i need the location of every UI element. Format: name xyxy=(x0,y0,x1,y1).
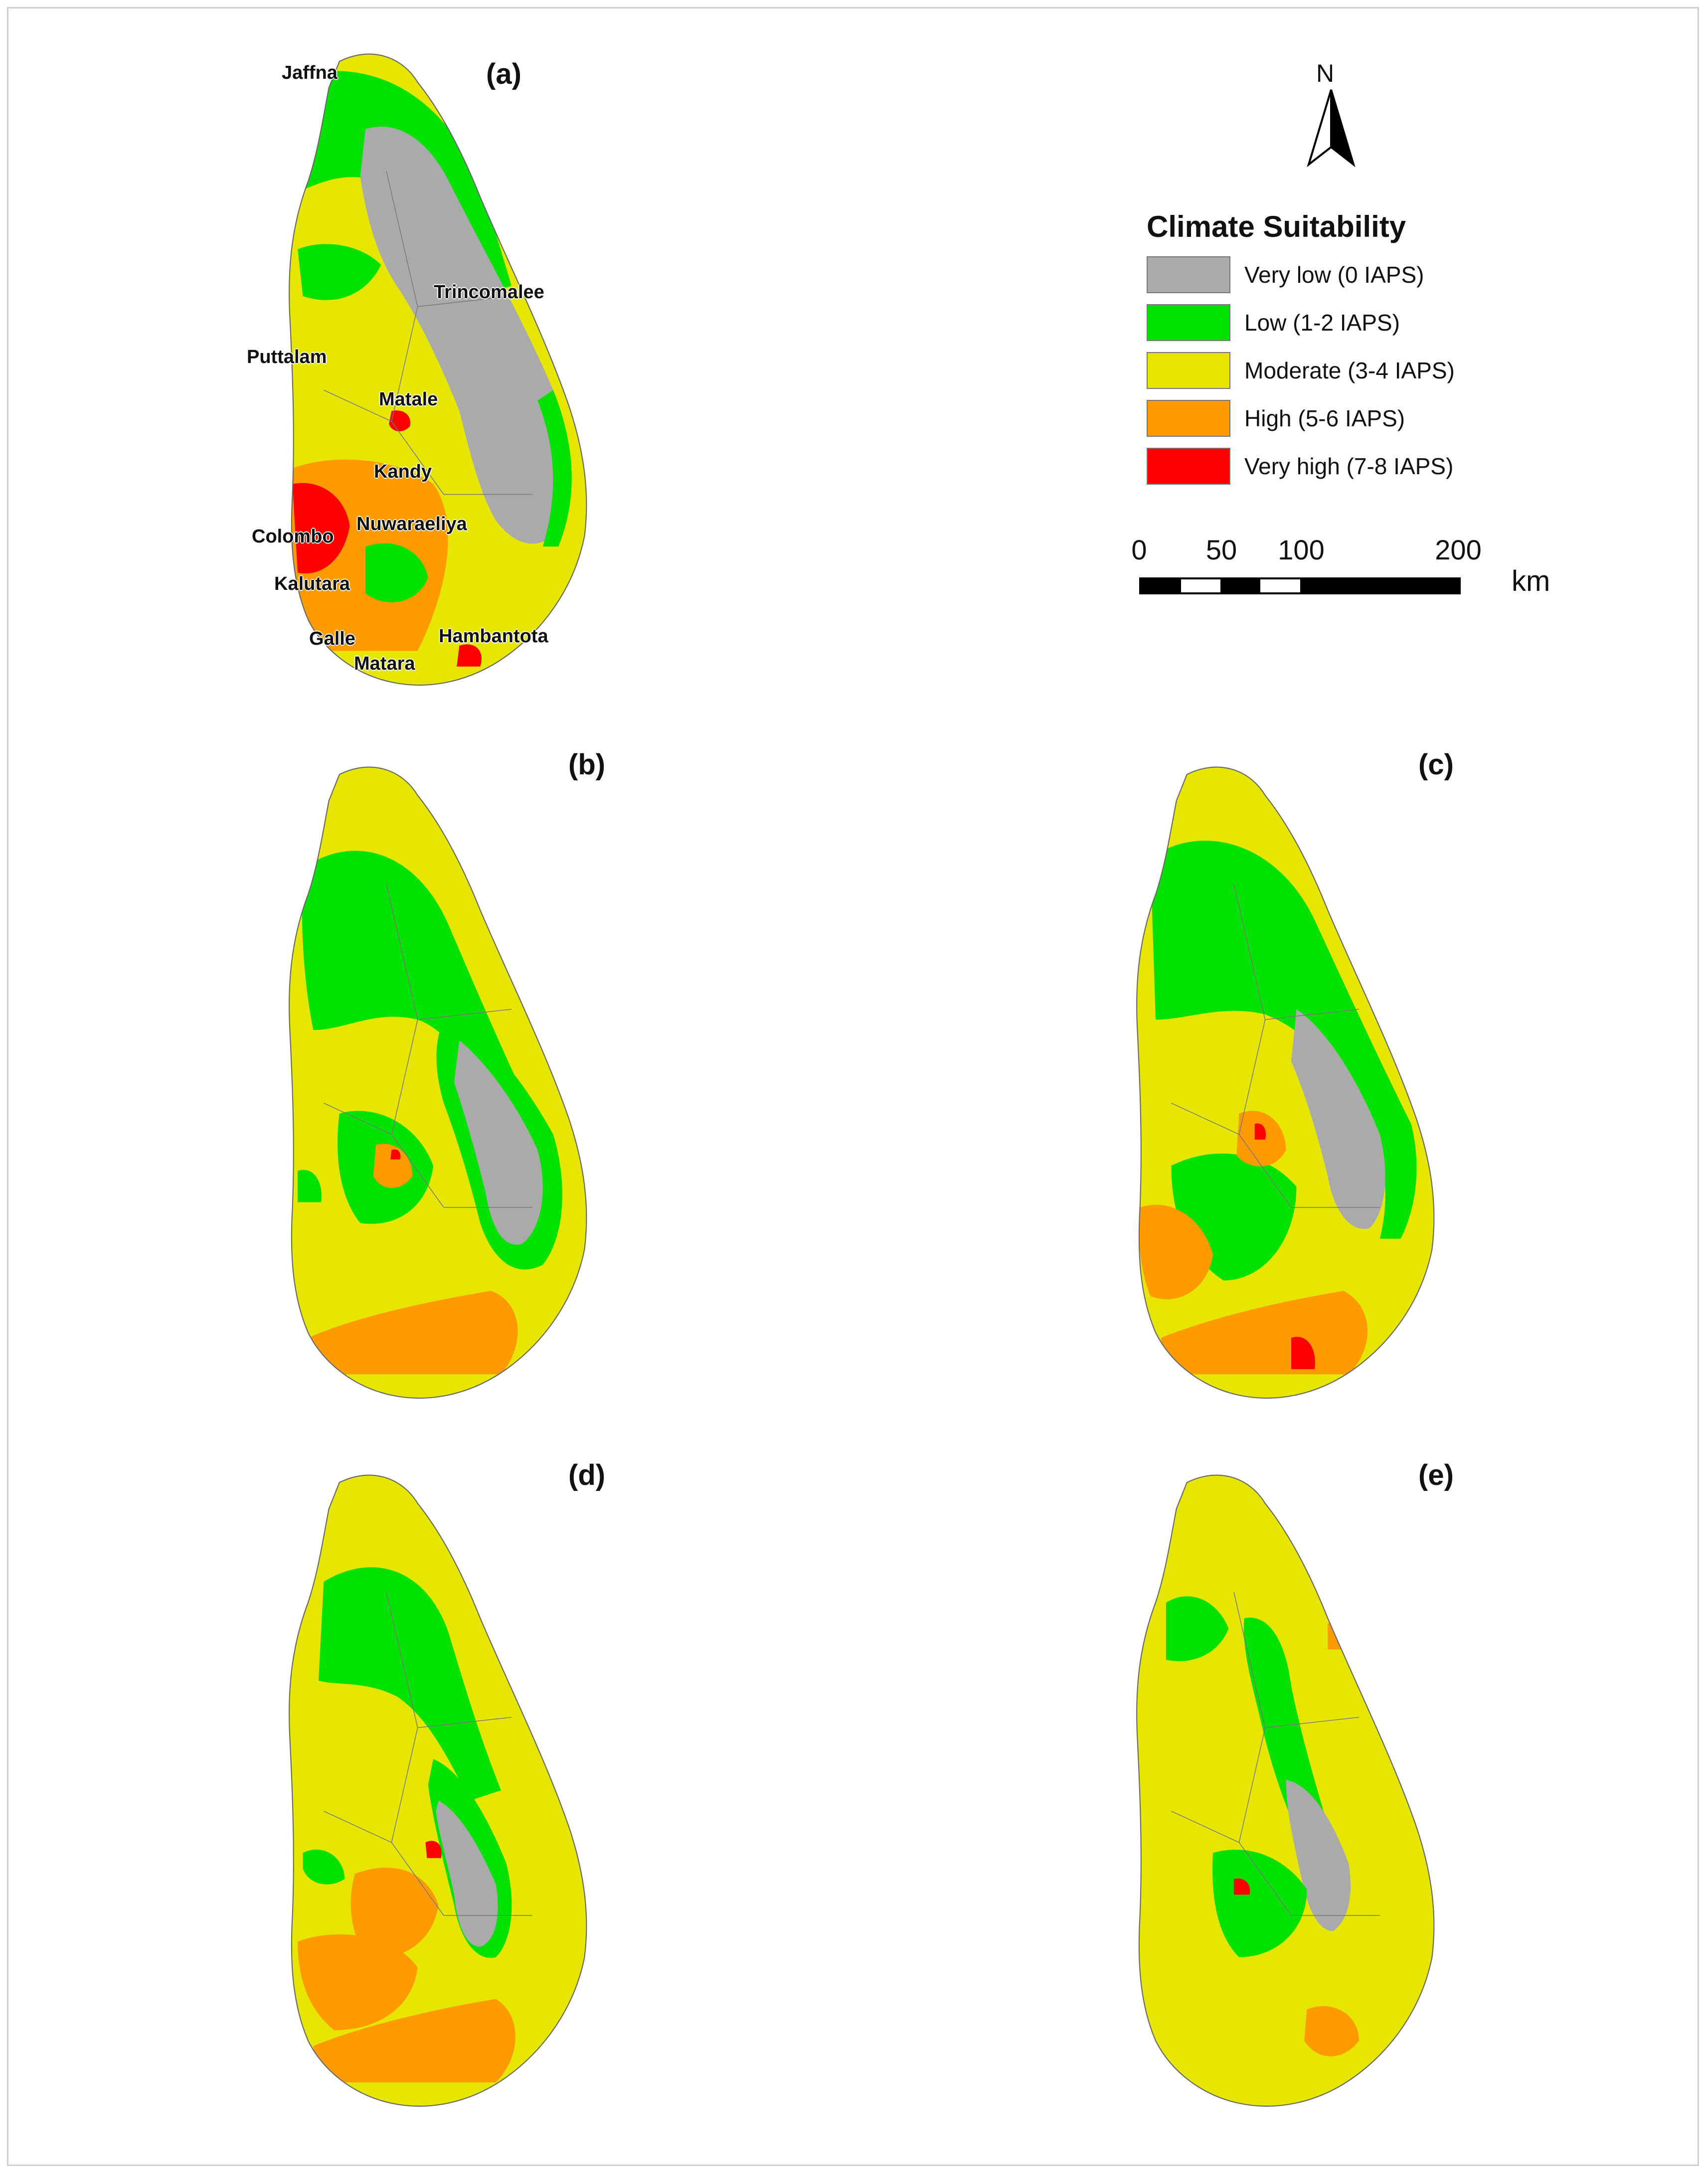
map-panel-c xyxy=(1067,738,1516,1416)
legend-item: High (5-6 IAPS) xyxy=(1147,394,1455,442)
legend-title: Climate Suitability xyxy=(1147,210,1406,243)
panel-label-d: (d) xyxy=(568,1459,606,1491)
north-arrow-icon xyxy=(1307,89,1356,168)
legend: Climate Suitability Very low (0 IAPS) Lo… xyxy=(1147,209,1455,490)
scale-unit: km xyxy=(1512,565,1550,597)
figure-frame xyxy=(7,7,1699,2166)
legend-swatch xyxy=(1147,400,1230,437)
place-matara: Matara xyxy=(354,653,415,674)
map-b-svg xyxy=(289,766,587,1399)
legend-swatch xyxy=(1147,304,1230,341)
place-colombo: Colombo xyxy=(252,526,334,547)
scale-bar xyxy=(1139,577,1461,594)
scale-tick-100: 100 xyxy=(1278,534,1325,565)
place-hambantota: Hambantota xyxy=(439,626,548,647)
legend-swatch xyxy=(1147,352,1230,389)
panel-label-e: (e) xyxy=(1418,1459,1454,1491)
legend-label: Very high (7-8 IAPS) xyxy=(1244,453,1454,479)
legend-item: Very low (0 IAPS) xyxy=(1147,251,1455,299)
legend-label: Moderate (3-4 IAPS) xyxy=(1244,358,1455,383)
scale-bar-labels: 0 50 100 200 km xyxy=(1131,534,1550,603)
place-kalutara: Kalutara xyxy=(274,573,350,594)
map-c-svg xyxy=(1136,766,1435,1399)
legend-label: High (5-6 IAPS) xyxy=(1244,405,1405,431)
scale-tick-0: 0 xyxy=(1131,534,1147,565)
legend-label: Low (1-2 IAPS) xyxy=(1244,310,1400,336)
legend-item: Very high (7-8 IAPS) xyxy=(1147,442,1455,490)
legend-item: Moderate (3-4 IAPS) xyxy=(1147,347,1455,394)
place-jaffna: Jaffna xyxy=(282,62,338,83)
scale-tick-50: 50 xyxy=(1205,534,1237,565)
place-trincomalee: Trincomalee xyxy=(434,282,544,303)
panel-label-a: (a) xyxy=(486,58,521,90)
place-puttalam: Puttalam xyxy=(247,347,327,367)
map-panel-a xyxy=(219,25,668,703)
panel-label-b: (b) xyxy=(568,748,606,781)
legend-swatch xyxy=(1147,256,1230,293)
place-galle: Galle xyxy=(309,628,355,649)
north-letter: N xyxy=(1316,59,1335,87)
panel-label-c: (c) xyxy=(1418,748,1454,781)
map-panel-d xyxy=(219,1446,668,2124)
map-d-svg xyxy=(289,1474,587,2107)
place-matale: Matale xyxy=(379,389,438,410)
legend-swatch xyxy=(1147,448,1230,485)
place-nuwaraeliya: Nuwaraeliya xyxy=(356,514,467,535)
scale-tick-200: 200 xyxy=(1435,534,1482,565)
place-kandy: Kandy xyxy=(374,461,432,482)
legend-label: Very low (0 IAPS) xyxy=(1244,262,1424,288)
legend-item: Low (1-2 IAPS) xyxy=(1147,299,1455,347)
map-panel-b xyxy=(219,738,668,1416)
map-a-svg xyxy=(289,53,587,686)
map-panel-e xyxy=(1067,1446,1516,2124)
map-e-svg xyxy=(1136,1474,1435,2107)
